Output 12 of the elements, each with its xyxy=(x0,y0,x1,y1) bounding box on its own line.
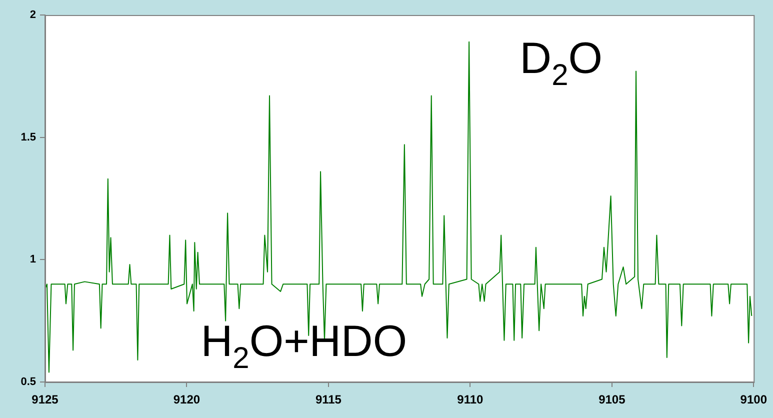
x-tick-label: 9105 xyxy=(598,392,626,407)
annotation: H$_{2}$O+HDO xyxy=(200,316,408,375)
x-tick-label: 9115 xyxy=(315,392,342,407)
x-tick-label: 9110 xyxy=(457,392,484,407)
annotation: D$_{2}$O xyxy=(520,34,602,92)
y-tick-label: 1 xyxy=(30,254,36,266)
x-tick-label: 9125 xyxy=(32,392,59,407)
y-tick-label: 0.5 xyxy=(20,376,36,388)
x-tick-label: 9100 xyxy=(740,392,768,407)
x-tick-label: 9120 xyxy=(173,392,200,407)
y-tick-label: 2 xyxy=(30,9,36,22)
y-tick-label: 1.5 xyxy=(20,131,36,144)
